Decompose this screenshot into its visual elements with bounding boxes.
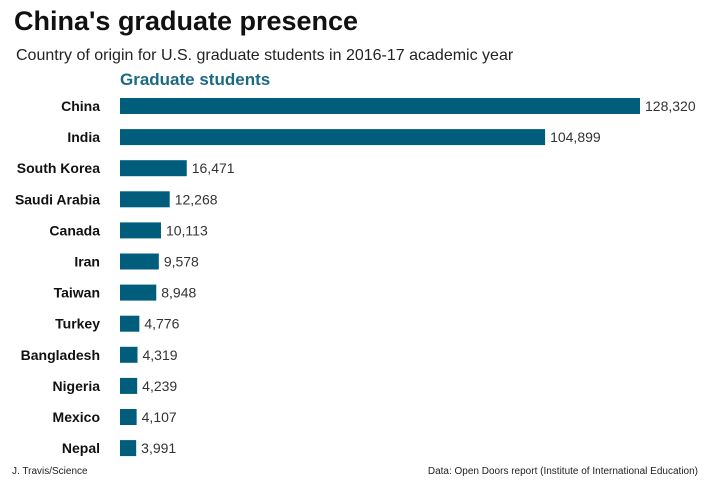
series-label: Graduate students bbox=[120, 70, 271, 89]
value-label: 104,899 bbox=[550, 129, 601, 145]
value-label: 4,319 bbox=[143, 347, 178, 363]
bar bbox=[120, 284, 157, 301]
bar bbox=[120, 409, 137, 425]
category-label: China bbox=[61, 98, 100, 114]
bar bbox=[120, 346, 138, 363]
data-source: Data: Open Doors report (Institute of In… bbox=[427, 466, 698, 477]
category-label: Bangladesh bbox=[21, 347, 100, 363]
bar bbox=[120, 129, 546, 146]
bar bbox=[120, 191, 170, 208]
category-label: India bbox=[67, 129, 100, 145]
chart-title: China's graduate presence bbox=[14, 6, 359, 36]
value-label: 10,113 bbox=[166, 222, 208, 238]
bar bbox=[120, 315, 140, 332]
value-label: 4,107 bbox=[142, 409, 177, 425]
category-label: Nigeria bbox=[53, 378, 101, 394]
category-label: Mexico bbox=[53, 409, 100, 425]
bar bbox=[120, 377, 138, 394]
credit: J. Travis/Science bbox=[12, 466, 88, 477]
category-label: Turkey bbox=[55, 316, 100, 332]
value-label: 8,948 bbox=[161, 285, 196, 301]
value-label: 16,471 bbox=[192, 160, 235, 176]
value-label: 4,776 bbox=[144, 316, 179, 332]
category-label: Nepal bbox=[62, 440, 100, 456]
category-label: South Korea bbox=[17, 160, 100, 176]
bar bbox=[120, 440, 137, 457]
bar bbox=[120, 222, 161, 239]
value-label: 4,239 bbox=[142, 378, 177, 394]
value-label: 3,991 bbox=[141, 440, 176, 456]
bar bbox=[120, 253, 159, 270]
value-label: 9,578 bbox=[164, 254, 199, 270]
category-label: Saudi Arabia bbox=[15, 191, 100, 207]
value-label: 128,320 bbox=[645, 98, 696, 114]
category-label: Canada bbox=[49, 222, 100, 238]
bar bbox=[120, 160, 187, 177]
category-label: Taiwan bbox=[54, 285, 100, 301]
chart-subtitle: Country of origin for U.S. graduate stud… bbox=[16, 47, 514, 64]
value-label: 12,268 bbox=[175, 191, 218, 207]
bar bbox=[120, 98, 640, 114]
category-label: Iran bbox=[74, 254, 100, 270]
